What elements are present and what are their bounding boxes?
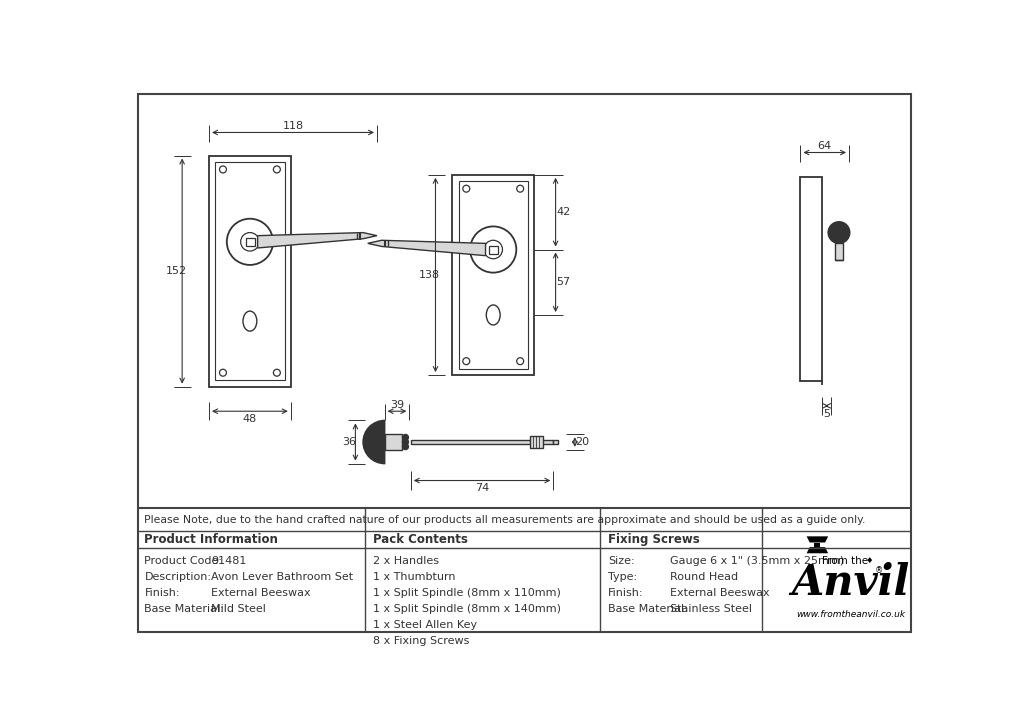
Text: 74: 74 [475,483,489,493]
Polygon shape [807,536,828,543]
Wedge shape [364,421,385,464]
Bar [385,434,401,449]
Text: Gauge 6 x 1" (3.5mm x 25mm): Gauge 6 x 1" (3.5mm x 25mm) [670,556,844,566]
Circle shape [402,439,409,445]
Text: ♦: ♦ [866,557,873,565]
Text: Fixing Screws: Fixing Screws [608,533,699,546]
Bar [209,155,291,387]
Bar [411,440,553,444]
Text: 91481: 91481 [211,556,247,566]
Text: 152: 152 [166,266,186,276]
Text: 1 x Thumbturn: 1 x Thumbturn [373,572,456,582]
Text: 1 x Steel Allen Key: 1 x Steel Allen Key [373,620,477,631]
Text: ®: ® [874,567,883,575]
Text: 118: 118 [283,122,303,132]
Text: Size:: Size: [608,556,635,566]
Bar [453,175,535,375]
Bar [489,246,498,254]
Text: Finish:: Finish: [608,588,643,598]
Text: Base Material:: Base Material: [608,604,688,614]
Polygon shape [258,232,377,248]
Text: Anvil: Anvil [792,562,909,603]
Text: 64: 64 [817,142,831,151]
Bar [459,181,528,369]
Polygon shape [807,547,828,554]
Text: 5: 5 [823,408,830,418]
Text: Please Note, due to the hand crafted nature of our products all measurements are: Please Note, due to the hand crafted nat… [144,515,866,525]
Polygon shape [368,240,485,256]
Polygon shape [814,543,820,547]
Bar [246,238,255,247]
Text: 8 x Fixing Screws: 8 x Fixing Screws [373,636,469,646]
Text: 1 x Split Spindle (8mm x 110mm): 1 x Split Spindle (8mm x 110mm) [373,588,561,598]
Text: Product Code:: Product Code: [144,556,222,566]
Text: Pack Contents: Pack Contents [373,533,468,546]
Text: Base Material:: Base Material: [144,604,224,614]
Text: 2 x Handles: 2 x Handles [373,556,439,566]
Text: 36: 36 [342,437,356,447]
Text: Stainless Steel: Stainless Steel [670,604,752,614]
Bar [553,440,558,444]
Text: 138: 138 [419,270,440,280]
Text: 57: 57 [556,278,570,288]
Text: Avon Lever Bathroom Set: Avon Lever Bathroom Set [211,572,353,582]
Circle shape [402,434,409,441]
Text: www.fromtheanvil.co.uk: www.fromtheanvil.co.uk [796,610,905,619]
Bar [215,162,285,380]
Text: Description:: Description: [144,572,211,582]
Text: Finish:: Finish: [144,588,180,598]
Text: Product Information: Product Information [144,533,279,546]
Text: 48: 48 [243,414,257,424]
Circle shape [828,221,850,243]
Text: Round Head: Round Head [670,572,737,582]
Circle shape [402,444,409,449]
Bar [530,436,543,448]
Text: Mild Steel: Mild Steel [211,604,266,614]
Text: 42: 42 [556,207,570,217]
Text: External Beeswax: External Beeswax [670,588,769,598]
Text: From the: From the [822,556,868,566]
Bar [801,177,822,381]
Bar [836,243,843,260]
Text: External Beeswax: External Beeswax [211,588,311,598]
Text: Type:: Type: [608,572,637,582]
Text: 1 x Split Spindle (8mm x 140mm): 1 x Split Spindle (8mm x 140mm) [373,604,561,614]
Text: 20: 20 [575,437,590,447]
Text: 39: 39 [390,400,404,410]
